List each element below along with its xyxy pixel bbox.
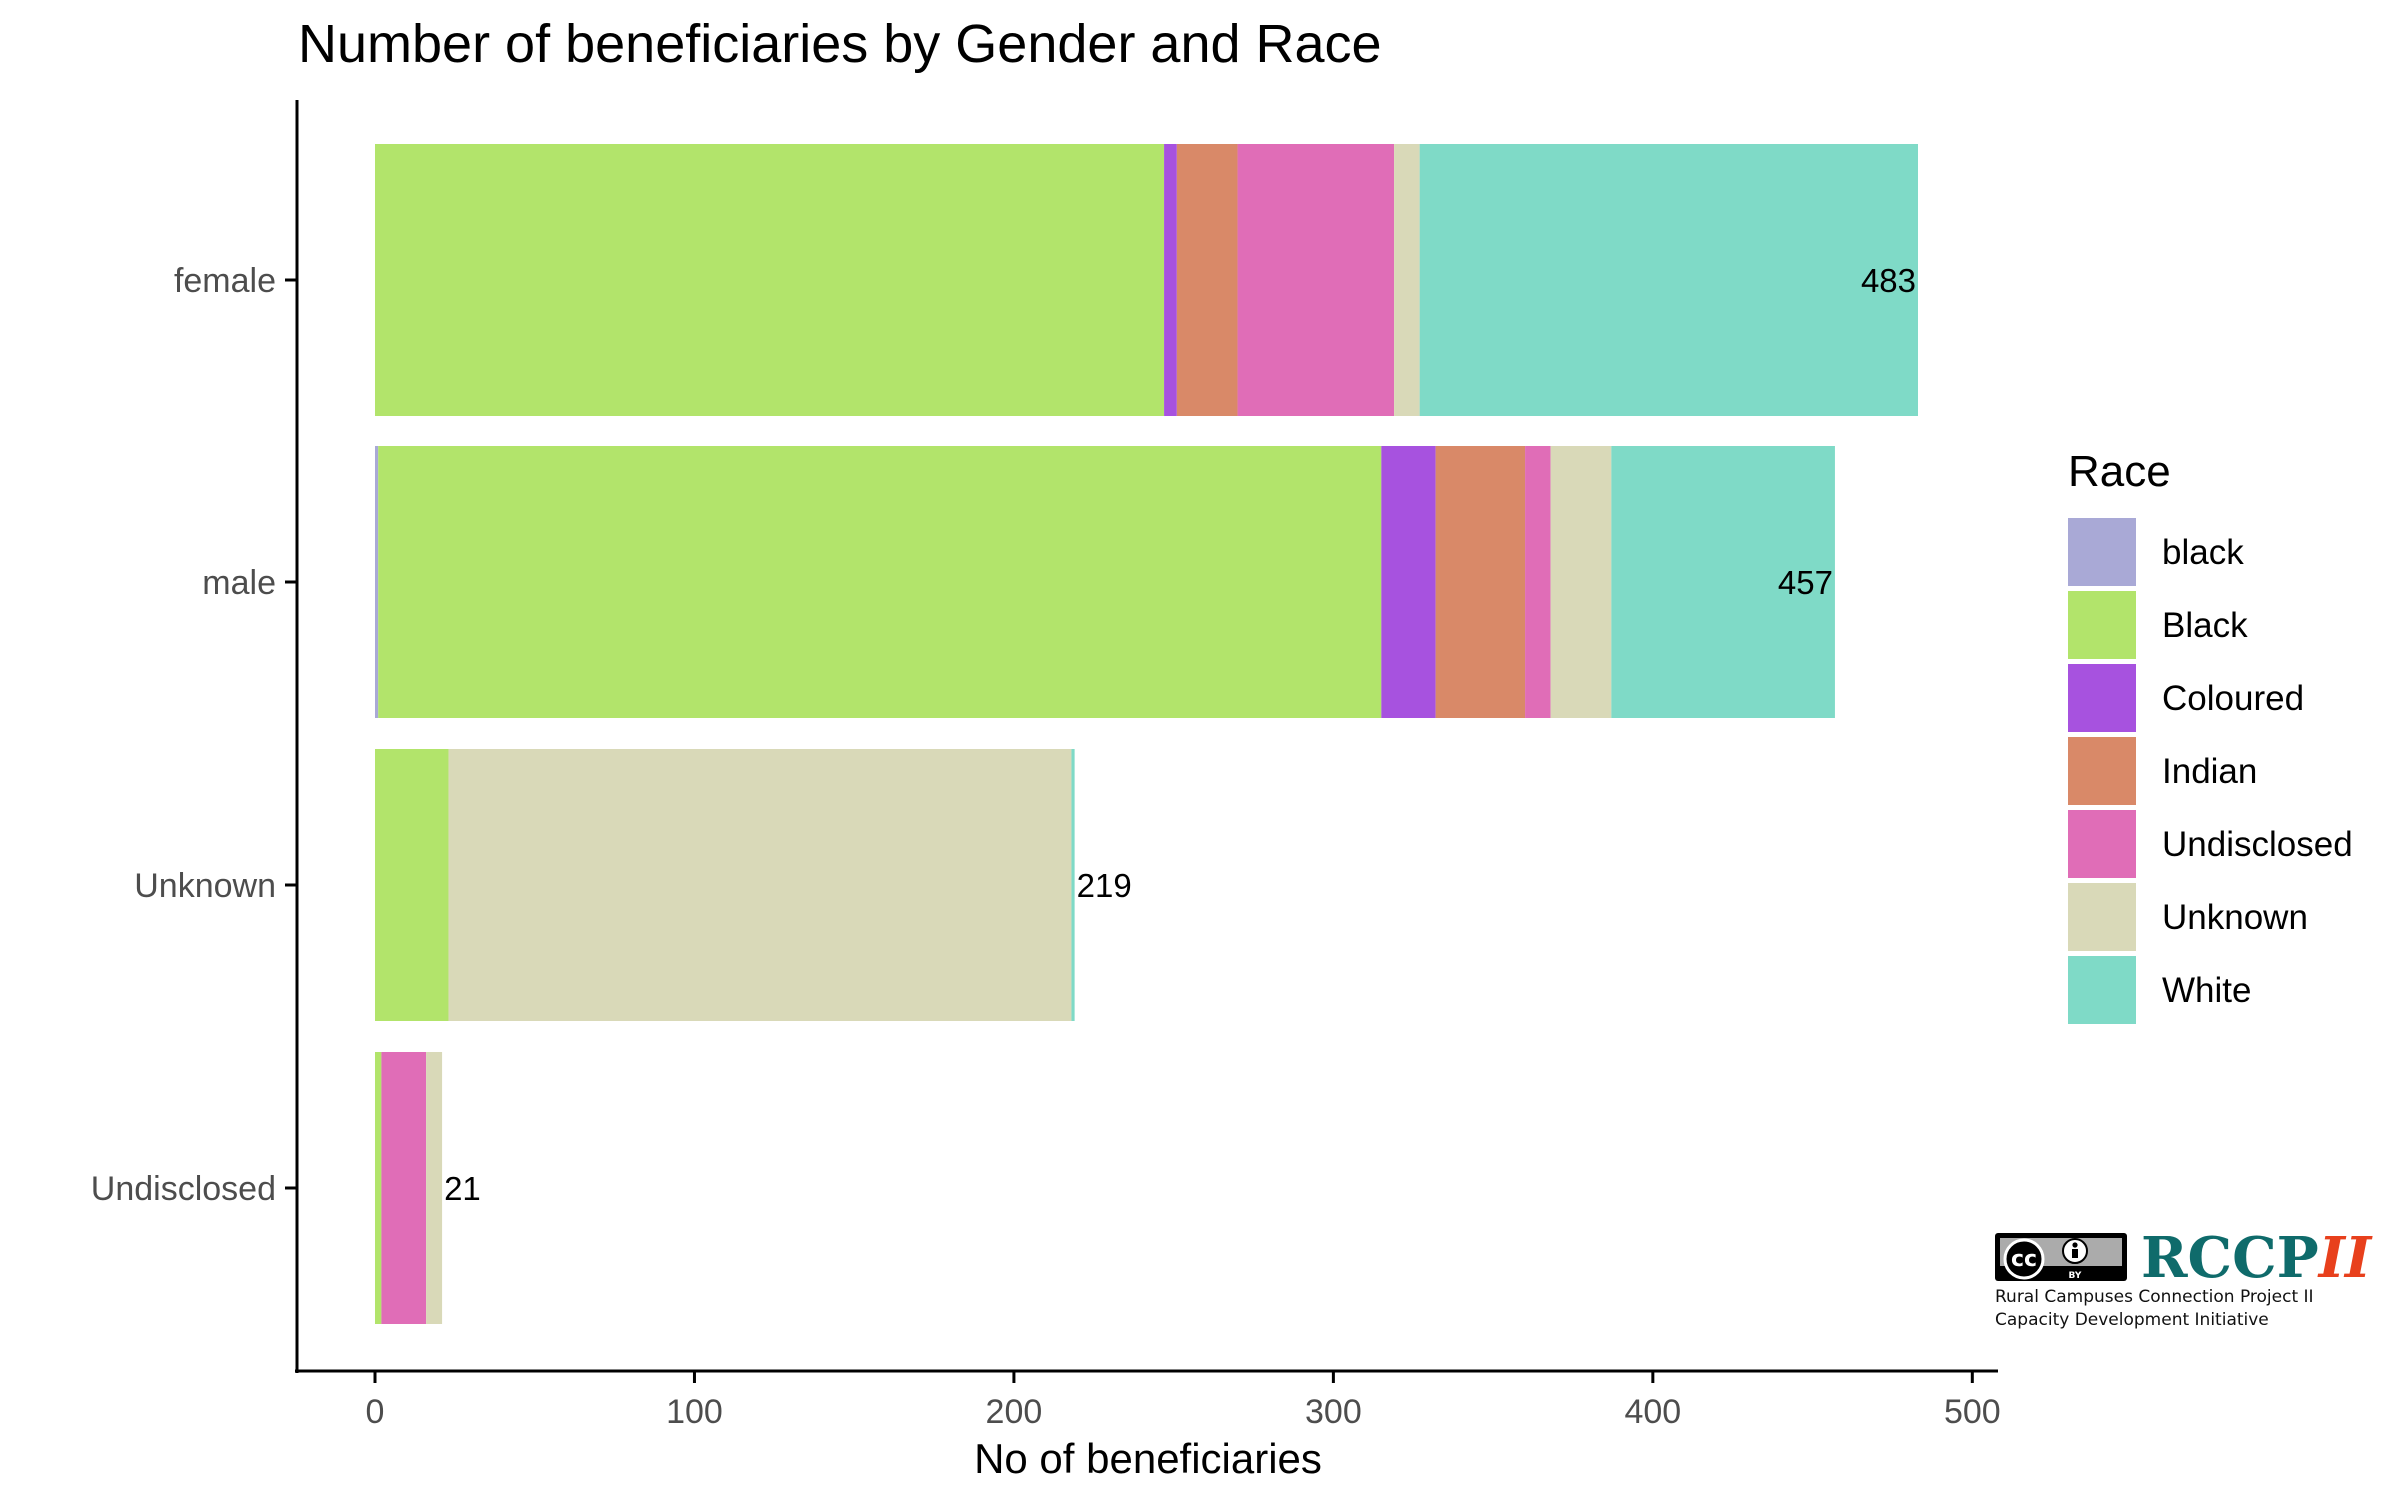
legend-label-unknown-5: Unknown [2162,898,2308,937]
bar-undisclosed-undisclosed-4 [381,1052,427,1324]
legend-swatch-unknown-5 [2068,883,2136,951]
attribution-icon-head [2072,1242,2078,1248]
legend-swatch-undisclosed-4 [2068,810,2136,878]
bar-female-undisclosed-4 [1237,144,1395,416]
bar-unknown-black-1 [375,749,449,1021]
bar-undisclosed-unknown-5 [426,1052,443,1324]
bar-undisclosed-black-1 [375,1052,382,1324]
legend-swatch-black-1 [2068,591,2136,659]
bar-male-coloured-2 [1381,446,1436,718]
rccp-name-roman: II [2317,1225,2373,1291]
x-tick-label-200: 200 [986,1393,1043,1431]
x-axis: 0 100 200 300 400 500 [366,1371,2001,1431]
legend-label-indian-3: Indian [2162,752,2257,791]
bar-female-coloured-2 [1164,144,1177,416]
bar-female-indian-3 [1176,144,1238,416]
x-tick-label-0: 0 [366,1393,385,1431]
cc-by-badge: cc BY [1995,1233,2127,1281]
total-labels-group: 483 457 219 21 [444,262,1916,1207]
chart-title: Number of beneficiaries by Gender and Ra… [298,14,1382,74]
bar-unknown-white-6 [1071,749,1075,1021]
bar-female-white-6 [1419,144,1918,416]
cc-icon [2003,1238,2045,1280]
attribution-icon-body [2072,1249,2078,1258]
legend-label-white-6: White [2162,971,2251,1010]
bar-unknown-unknown-5 [448,749,1072,1021]
cc-icon-text: cc [2011,1247,2037,1272]
x-tick-label-400: 400 [1624,1393,1681,1431]
bar-female-unknown-5 [1394,144,1420,416]
bar-male-undisclosed-4 [1525,446,1551,718]
total-label-unknown: 219 [1077,867,1132,904]
rccp-line2: Capacity Development Initiative [1995,1310,2269,1330]
bar-male-black-1 [378,446,1382,718]
legend-swatch-coloured-2 [2068,664,2136,732]
rccp-name: RCCPII [2141,1225,2373,1291]
y-tick-label-female: female [174,262,276,300]
y-axis: female male Unknown Undisclosed [91,262,297,1208]
legend-label-undisclosed-4: Undisclosed [2162,825,2353,864]
rccp-name-main: RCCP [2141,1225,2319,1291]
legend-label-coloured-2: Coloured [2162,679,2304,718]
y-tick-label-unknown: Unknown [134,867,276,905]
rccp-line1: Rural Campuses Connection Project II [1995,1287,2314,1307]
bar-female-black-1 [375,144,1165,416]
rccp-logo: cc BY RCCPII Rural Campuses Connection P… [1995,1225,2373,1330]
legend-swatch-black-0 [2068,518,2136,586]
bars-group [375,144,1918,1324]
y-tick-label-undisclosed: Undisclosed [91,1170,276,1208]
bar-male-indian-3 [1435,446,1526,718]
bar-male-unknown-5 [1550,446,1612,718]
legend: black Black Coloured Indian Undisclosed Unkno… [2068,518,2353,1024]
x-tick-label-100: 100 [666,1393,723,1431]
legend-swatch-indian-3 [2068,737,2136,805]
x-axis-title: No of beneficiaries [974,1435,1322,1482]
y-tick-label-male: male [202,564,276,602]
bar-male-white-6 [1611,446,1835,718]
legend-label-black-1: Black [2162,606,2248,645]
x-tick-label-300: 300 [1305,1393,1362,1431]
bar-male-black-0 [375,446,379,718]
x-tick-label-500: 500 [1944,1393,2001,1431]
legend-swatch-white-6 [2068,956,2136,1024]
total-label-undisclosed: 21 [444,1170,481,1207]
total-label-male: 457 [1778,564,1833,601]
by-text: BY [2069,1271,2082,1281]
legend-label-black-0: black [2162,533,2244,572]
total-label-female: 483 [1861,262,1916,299]
legend-title: Race [2068,447,2171,496]
